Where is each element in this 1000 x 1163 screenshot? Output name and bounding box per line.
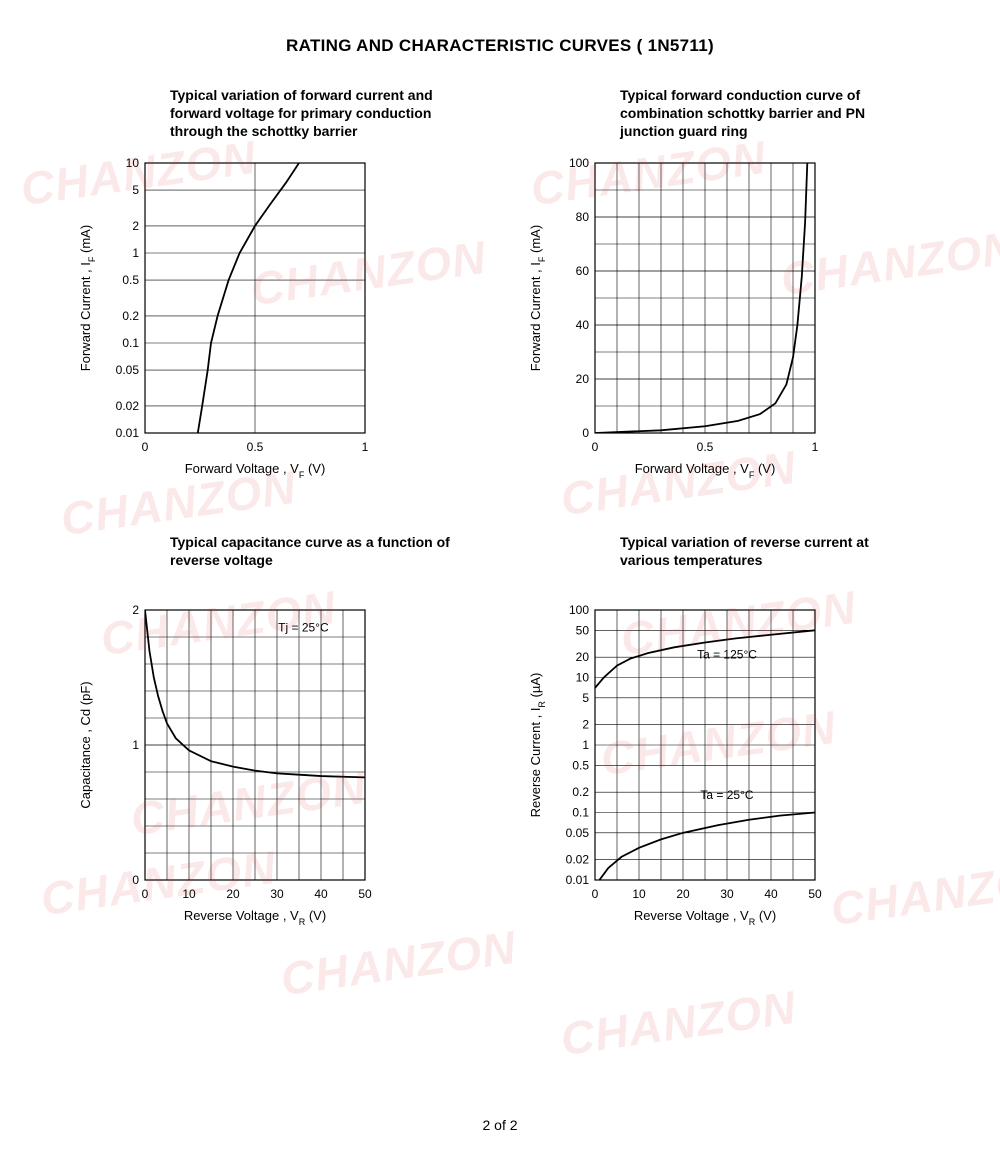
- svg-text:80: 80: [576, 210, 590, 224]
- page-number: 2 of 2: [0, 1117, 1000, 1133]
- svg-text:Ta = 125°C: Ta = 125°C: [697, 648, 757, 662]
- chart-1: 0 0.5 1 0.01 0.02 0.05 0.1 0.2 0.5 1 2 5 10 Forward V…: [70, 158, 480, 483]
- svg-text:Reverse Current , IR (µA): Reverse Current , IR (µA): [528, 673, 547, 818]
- svg-text:Reverse Voltage , VR (V): Reverse Voltage , VR (V): [184, 908, 326, 927]
- svg-text:1: 1: [582, 738, 589, 752]
- page-title: RATING AND CHARACTERISTIC CURVES ( 1N571…: [0, 36, 1000, 56]
- svg-text:50: 50: [576, 623, 590, 637]
- svg-text:0.5: 0.5: [247, 440, 264, 454]
- svg-text:0.01: 0.01: [116, 426, 140, 440]
- svg-text:40: 40: [764, 887, 778, 901]
- svg-text:Forward Voltage , VF (V): Forward Voltage , VF (V): [185, 461, 326, 480]
- svg-text:Capacitance , Cd (pF): Capacitance , Cd (pF): [78, 681, 93, 808]
- svg-text:0.05: 0.05: [116, 363, 140, 377]
- svg-text:1: 1: [132, 246, 139, 260]
- svg-text:10: 10: [576, 671, 590, 685]
- chart-1-title: Typical variation of forward current and…: [70, 86, 480, 144]
- svg-text:2: 2: [132, 219, 139, 233]
- svg-text:0.2: 0.2: [122, 309, 139, 323]
- svg-text:20: 20: [576, 650, 590, 664]
- svg-text:40: 40: [576, 318, 590, 332]
- svg-text:0: 0: [132, 873, 139, 887]
- chart-3-title: Typical capacitance curve as a function …: [70, 533, 480, 591]
- svg-text:20: 20: [576, 372, 590, 386]
- svg-text:2: 2: [132, 605, 139, 617]
- svg-text:40: 40: [314, 887, 328, 901]
- svg-text:Forward Current , IF (mA): Forward Current , IF (mA): [78, 225, 97, 371]
- svg-text:0.5: 0.5: [697, 440, 714, 454]
- svg-text:0.1: 0.1: [572, 806, 589, 820]
- chart-2-title: Typical forward conduction curve of comb…: [520, 86, 930, 144]
- svg-text:20: 20: [676, 887, 690, 901]
- svg-text:10: 10: [632, 887, 646, 901]
- svg-text:0: 0: [142, 440, 149, 454]
- chart-3-cell: Typical capacitance curve as a function …: [70, 533, 480, 930]
- svg-text:1: 1: [812, 440, 819, 454]
- svg-text:30: 30: [270, 887, 284, 901]
- svg-text:0.01: 0.01: [566, 873, 590, 887]
- chart-4: 0 10 20 30 40 50 0.01 0.02 0.05 0.1 0.2 0.5 1 2 5 10 20 5…: [520, 605, 930, 930]
- svg-text:1: 1: [362, 440, 369, 454]
- chart-2-cell: Typical forward conduction curve of comb…: [520, 86, 930, 483]
- chart-2: 0 0.5 1 0 20 40 60 80 100 Forward Voltage , VF (V…: [520, 158, 930, 483]
- svg-text:0: 0: [142, 887, 149, 901]
- svg-text:2: 2: [582, 718, 589, 732]
- svg-text:1: 1: [132, 738, 139, 752]
- svg-text:0.05: 0.05: [566, 826, 590, 840]
- svg-text:100: 100: [569, 158, 589, 170]
- svg-text:5: 5: [132, 183, 139, 197]
- svg-text:60: 60: [576, 264, 590, 278]
- svg-text:5: 5: [582, 691, 589, 705]
- svg-text:0: 0: [582, 426, 589, 440]
- svg-text:0: 0: [592, 440, 599, 454]
- svg-text:0.5: 0.5: [572, 758, 589, 772]
- svg-text:30: 30: [720, 887, 734, 901]
- svg-text:Forward Voltage , VF (V): Forward Voltage , VF (V): [635, 461, 776, 480]
- svg-text:0: 0: [592, 887, 599, 901]
- svg-text:Tj = 25°C: Tj = 25°C: [278, 621, 329, 635]
- svg-text:0.5: 0.5: [122, 273, 139, 287]
- svg-text:10: 10: [126, 158, 140, 170]
- svg-text:0.02: 0.02: [566, 853, 590, 867]
- chart-3: 0 10 20 30 40 50 0 1 2 Reverse Voltage , VR (V) Ca…: [70, 605, 480, 930]
- chart-4-cell: Typical variation of reverse current at …: [520, 533, 930, 930]
- svg-text:50: 50: [358, 887, 372, 901]
- svg-text:0.1: 0.1: [122, 336, 139, 350]
- svg-text:20: 20: [226, 887, 240, 901]
- svg-text:100: 100: [569, 605, 589, 617]
- svg-text:0.2: 0.2: [572, 785, 589, 799]
- svg-text:0.02: 0.02: [116, 399, 140, 413]
- chart-4-title: Typical variation of reverse current at …: [520, 533, 930, 591]
- svg-text:Reverse Voltage , VR (V): Reverse Voltage , VR (V): [634, 908, 776, 927]
- svg-text:Ta = 25°C: Ta = 25°C: [700, 788, 753, 802]
- chart-1-cell: Typical variation of forward current and…: [70, 86, 480, 483]
- svg-text:10: 10: [182, 887, 196, 901]
- svg-text:Forward Current , IF (mA): Forward Current , IF (mA): [528, 225, 547, 371]
- chart-grid: Typical variation of forward current and…: [0, 56, 1000, 930]
- svg-text:50: 50: [808, 887, 822, 901]
